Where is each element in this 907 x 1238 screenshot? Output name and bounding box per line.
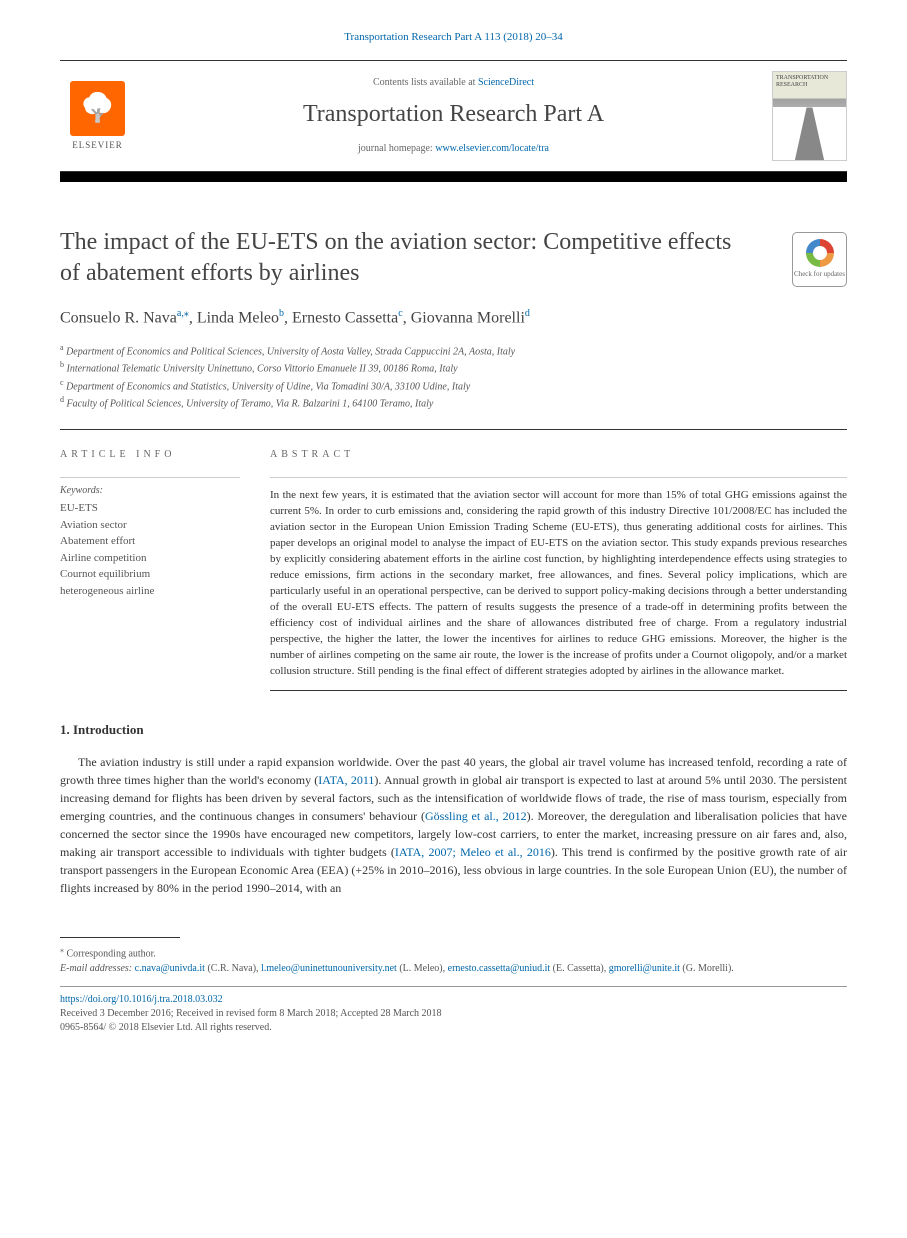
affiliations-block: a Department of Economics and Political … — [60, 342, 847, 411]
footnote-rule — [60, 937, 180, 938]
abstract-label: ABSTRACT — [270, 448, 847, 462]
copyright-line: 0965-8564/ © 2018 Elsevier Ltd. All righ… — [60, 1021, 847, 1035]
keywords-list: EU-ETSAviation sectorAbatement effortAir… — [60, 500, 240, 599]
citation-line: Transportation Research Part A 113 (2018… — [60, 30, 847, 45]
publisher-label: ELSEVIER — [72, 139, 123, 152]
authors-line: Consuelo R. Navaa,⁎, Linda Meleob, Ernes… — [60, 307, 847, 330]
article-title: The impact of the EU-ETS on the aviation… — [60, 227, 847, 289]
email-label: E-mail addresses: — [60, 963, 132, 974]
abstract-text: In the next few years, it is estimated t… — [270, 477, 847, 690]
intro-paragraph: The aviation industry is still under a r… — [60, 753, 847, 897]
article-info-label: ARTICLE INFO — [60, 448, 240, 462]
contents-prefix: Contents lists available at — [373, 77, 478, 88]
section-1-heading: 1. Introduction — [60, 721, 847, 739]
email-addresses-line: E-mail addresses: c.nava@univda.it (C.R.… — [60, 961, 847, 976]
crossmark-icon — [806, 239, 834, 267]
article-history: Received 3 December 2016; Received in re… — [60, 1007, 847, 1021]
info-abstract-row: ARTICLE INFO Keywords: EU-ETSAviation se… — [60, 429, 847, 690]
doi-link[interactable]: https://doi.org/10.1016/j.tra.2018.03.03… — [60, 993, 847, 1007]
check-updates-label: Check for updates — [794, 270, 845, 280]
homepage-prefix: journal homepage: — [358, 143, 435, 154]
homepage-line: journal homepage: www.elsevier.com/locat… — [145, 142, 762, 156]
cover-thumb-title: TRANSPORTATION RESEARCH — [773, 72, 846, 91]
corresponding-author-note: ⁎ ⁎ Corresponding author.Corresponding a… — [60, 944, 847, 961]
article-info-column: ARTICLE INFO Keywords: EU-ETSAviation se… — [60, 448, 240, 690]
publisher-logo: ELSEVIER — [60, 71, 135, 161]
elsevier-tree-icon — [70, 81, 125, 136]
bottom-rule — [60, 986, 847, 987]
contents-line: Contents lists available at ScienceDirec… — [145, 76, 762, 90]
header-center: Contents lists available at ScienceDirec… — [135, 71, 772, 161]
sciencedirect-link[interactable]: ScienceDirect — [478, 77, 534, 88]
abstract-column: ABSTRACT In the next few years, it is es… — [270, 448, 847, 690]
journal-title: Transportation Research Part A — [145, 98, 762, 132]
cover-road-graphic — [773, 107, 846, 160]
keywords-label: Keywords: — [60, 477, 240, 498]
journal-header: ELSEVIER Contents lists available at Sci… — [60, 60, 847, 172]
journal-cover-thumbnail: TRANSPORTATION RESEARCH — [772, 71, 847, 161]
header-divider-bar — [60, 172, 847, 182]
footnotes-block: ⁎ ⁎ Corresponding author.Corresponding a… — [60, 944, 847, 976]
check-updates-badge[interactable]: Check for updates — [792, 232, 847, 287]
homepage-link[interactable]: www.elsevier.com/locate/tra — [435, 143, 549, 154]
